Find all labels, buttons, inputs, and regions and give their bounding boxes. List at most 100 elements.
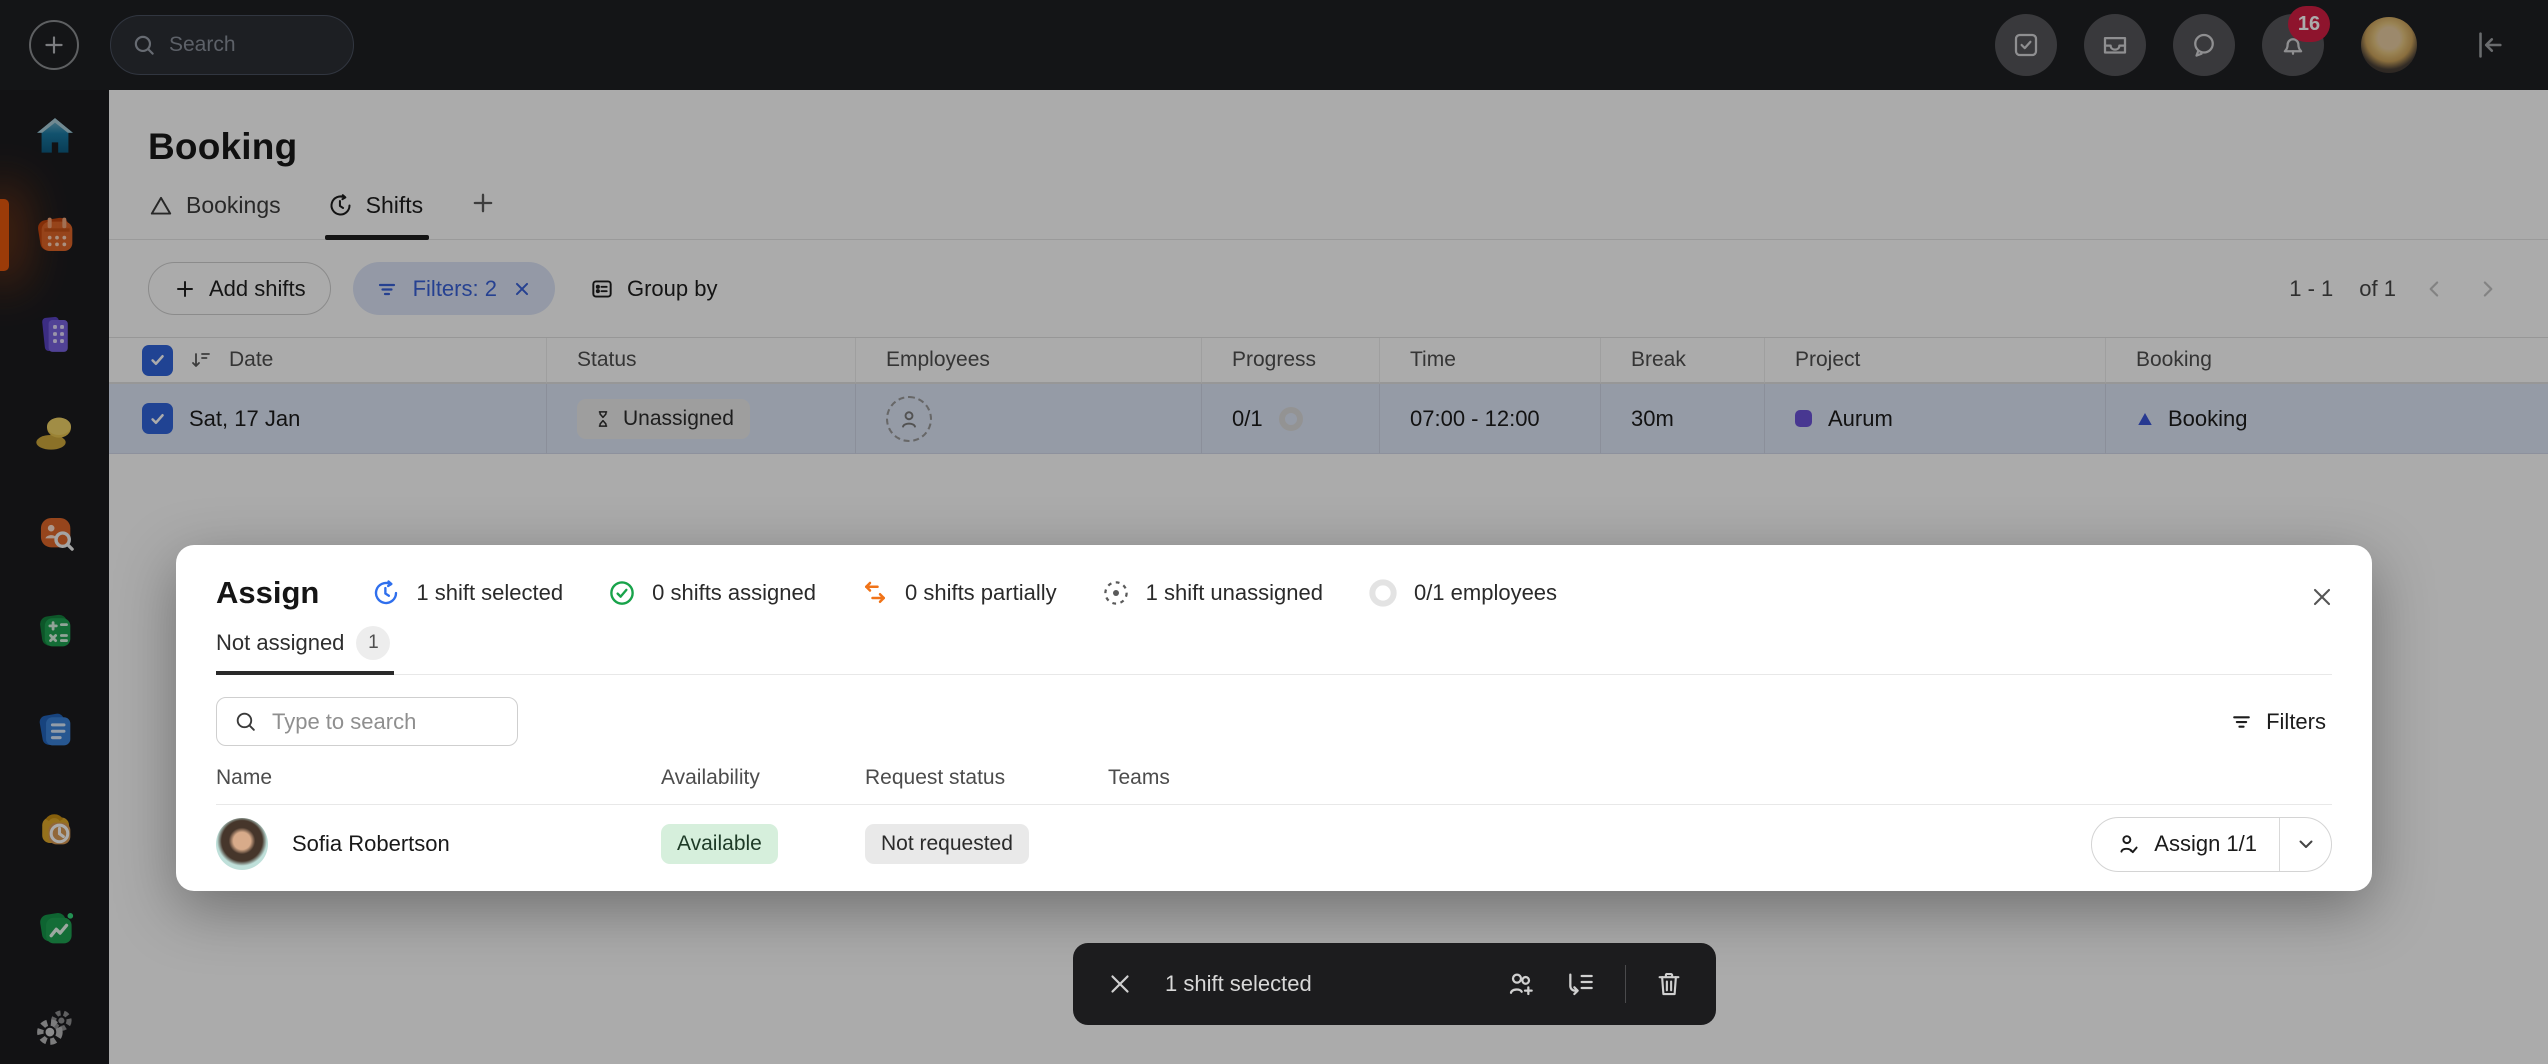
dashed-circle-dot-icon — [1103, 581, 1128, 605]
settings-icon — [36, 1010, 72, 1045]
sort-icon[interactable] — [189, 348, 213, 372]
status-chip: Unassigned — [577, 398, 750, 439]
tab-shifts[interactable]: Shifts — [324, 192, 429, 240]
prev-page-button[interactable] — [2422, 276, 2448, 302]
sidebar-item-time-tracking[interactable] — [31, 805, 79, 853]
filters-chip[interactable]: Filters: 2 — [352, 262, 555, 315]
stat-label: 0 shifts assigned — [652, 580, 816, 605]
bell-icon — [2283, 38, 2303, 55]
sidebar-item-company[interactable] — [31, 310, 79, 358]
stat-label: 0 shifts partially — [904, 580, 1057, 605]
global-search[interactable] — [110, 15, 354, 75]
add-tab-button[interactable] — [469, 189, 497, 239]
sidebar-item-recruiting[interactable] — [31, 508, 79, 556]
tab-not-assigned[interactable]: Not assigned 1 — [216, 626, 395, 675]
employee-row[interactable]: Sofia Robertson Available Not requested … — [216, 805, 2332, 883]
notifications-button[interactable]: 16 — [2262, 6, 2330, 76]
column-header-booking[interactable]: Booking — [2106, 338, 2548, 383]
sidebar-item-calculator[interactable] — [31, 607, 79, 655]
column-header-employees[interactable]: Employees — [856, 338, 1202, 383]
column-header-availability[interactable]: Availability — [661, 766, 760, 789]
modal-filters-button[interactable]: Filters — [2229, 709, 2332, 735]
column-header-teams[interactable]: Teams — [1108, 766, 1170, 789]
assign-modal-tabs: Not assigned 1 — [216, 626, 2332, 675]
modal-close-button[interactable] — [2302, 577, 2342, 617]
employee-search-input[interactable] — [272, 708, 492, 735]
stat-shifts-partially: 0 shifts partially — [860, 578, 1057, 608]
column-header-status[interactable]: Status — [547, 338, 856, 383]
employees-table-header: Name Availability Request status Teams — [216, 746, 2332, 805]
modal-search-row: Filters — [216, 697, 2332, 746]
project-name: Aurum — [1828, 405, 1893, 431]
stat-label: 1 shift unassigned — [1145, 580, 1323, 605]
page-tabs: Bookings Shifts — [109, 168, 2548, 240]
select-all-checkbox[interactable] — [142, 344, 173, 376]
swap-arrows-icon — [864, 581, 885, 603]
topbar: 16 — [0, 0, 2548, 90]
tab-bookings[interactable]: Bookings — [148, 192, 281, 239]
stat-shifts-assigned: 0 shifts assigned — [607, 578, 816, 608]
add-to-list-button[interactable] — [1565, 968, 1597, 1000]
add-shifts-button[interactable]: Add shifts — [148, 262, 331, 315]
sidebar-item-settings[interactable] — [31, 1003, 79, 1051]
topbar-actions: 16 — [1995, 6, 2548, 76]
column-header-project[interactable]: Project — [1765, 338, 2106, 383]
check-icon — [150, 355, 164, 365]
search-icon — [236, 712, 255, 731]
column-header-time[interactable]: Time — [1380, 338, 1601, 383]
inbox-button[interactable] — [2084, 14, 2146, 76]
assign-button[interactable]: Assign 1/1 — [2092, 818, 2279, 871]
column-header-request-status[interactable]: Request status — [865, 766, 1006, 789]
selection-bar: 1 shift selected — [1073, 943, 1716, 1025]
assign-button-label: Assign 1/1 — [2154, 831, 2257, 856]
collapse-arrow-icon — [2479, 32, 2502, 58]
time-tracking-icon — [41, 814, 70, 845]
create-new-button[interactable] — [29, 20, 79, 70]
plus-icon — [473, 193, 493, 213]
shifts-table-header: Date Status Employees Progress Time Brea… — [109, 337, 2548, 383]
employee-search[interactable] — [216, 697, 518, 746]
delete-shifts-button[interactable] — [1654, 969, 1684, 999]
filter-lines-icon — [2233, 716, 2250, 728]
person-check-icon — [2120, 835, 2138, 854]
collapse-sidebar-button[interactable] — [2472, 28, 2506, 62]
unassigned-employee-slot[interactable] — [886, 395, 932, 442]
plus-icon — [177, 280, 193, 297]
stat-shifts-selected: 1 shift selected — [371, 578, 563, 608]
clear-selection-button[interactable] — [1105, 969, 1135, 999]
column-header-progress[interactable]: Progress — [1202, 338, 1380, 383]
booking-calendar-icon — [37, 217, 72, 251]
user-avatar[interactable] — [2361, 17, 2417, 73]
people-plus-icon — [1509, 973, 1533, 996]
filters-chip-label: Filters: 2 — [412, 275, 497, 301]
sidebar-item-analytics[interactable] — [31, 904, 79, 952]
search-input[interactable] — [169, 33, 319, 57]
check-circle-icon — [610, 581, 634, 605]
modal-title: Assign — [216, 575, 320, 610]
page-title: Booking — [148, 126, 298, 167]
sidebar-item-reports[interactable] — [31, 706, 79, 754]
sidebar-item-payroll[interactable] — [31, 409, 79, 457]
shift-date: Sat, 17 Jan — [189, 405, 301, 431]
clock-rotate-icon — [330, 194, 351, 216]
sidebar-item-home[interactable] — [31, 112, 79, 160]
shift-row[interactable]: Sat, 17 Jan Unassigned 0/1 07:00 - 12:00… — [109, 383, 2548, 454]
column-header-break[interactable]: Break — [1601, 338, 1765, 383]
next-page-button[interactable] — [2474, 276, 2500, 302]
project-color-icon — [1795, 410, 1812, 427]
assign-employees-button[interactable] — [1505, 968, 1537, 1000]
payroll-coins-icon — [35, 417, 71, 450]
chat-button[interactable] — [2173, 14, 2235, 76]
sidebar-item-booking[interactable] — [0, 199, 79, 271]
column-header-date[interactable]: Date — [229, 348, 274, 371]
booking-triangle-icon — [2138, 412, 2152, 425]
clear-filters-icon[interactable] — [511, 278, 533, 300]
assign-options-button[interactable] — [2279, 817, 2331, 871]
progress-ring-icon — [1278, 406, 1303, 431]
row-checkbox[interactable] — [142, 403, 173, 434]
column-header-name[interactable]: Name — [216, 766, 273, 789]
group-by-button[interactable]: Group by — [589, 276, 717, 302]
close-icon — [2313, 588, 2331, 606]
tasks-button[interactable] — [1995, 14, 2057, 76]
